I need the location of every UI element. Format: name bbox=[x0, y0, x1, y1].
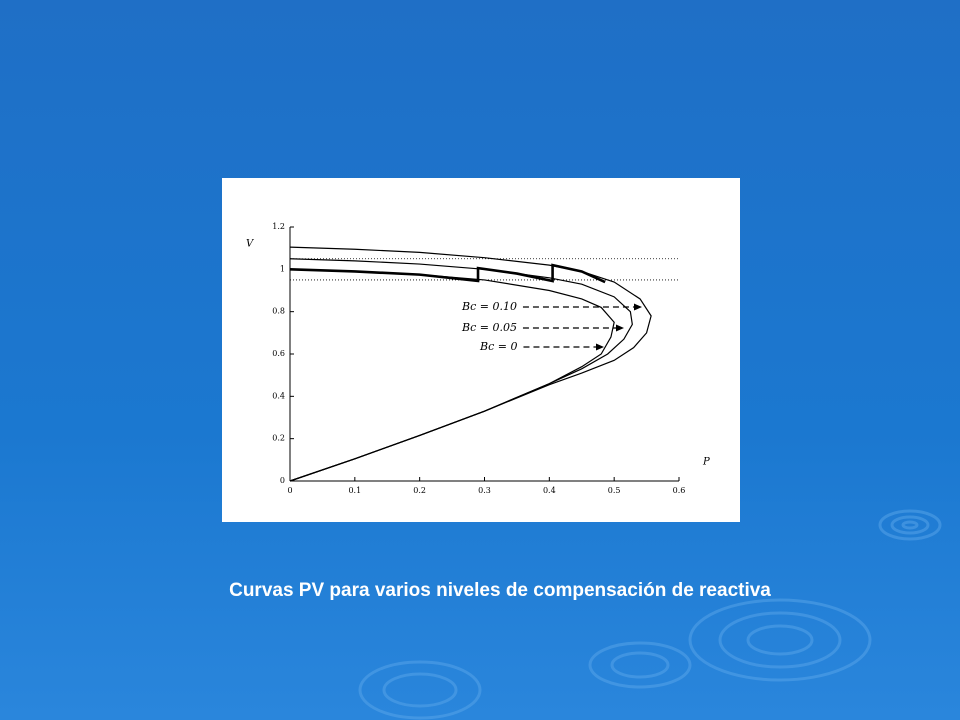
x-tick-label: 0.2 bbox=[413, 486, 426, 495]
caption: Curvas PV para varios niveles de compens… bbox=[229, 580, 771, 601]
x-tick-label: 0 bbox=[287, 486, 292, 495]
chart-background bbox=[222, 178, 740, 522]
arrow-head bbox=[596, 343, 604, 351]
y-tick-label: 0.6 bbox=[272, 349, 285, 358]
arrow-head bbox=[616, 324, 624, 332]
x-tick-label: 0.3 bbox=[478, 486, 491, 495]
y-tick-label: 0 bbox=[280, 476, 285, 485]
x-tick-label: 0.1 bbox=[348, 486, 361, 495]
x-tick-label: 0.4 bbox=[543, 486, 556, 495]
operating-path bbox=[289, 263, 606, 284]
y-tick-label: 0.8 bbox=[272, 307, 285, 316]
x-tick-label: 0.5 bbox=[608, 486, 621, 495]
y-axis-label: V bbox=[246, 239, 255, 250]
x-axis-label: P bbox=[702, 457, 710, 468]
series-label: Bc = 0 bbox=[479, 340, 517, 353]
y-tick-label: 0.4 bbox=[272, 391, 285, 400]
y-tick-label: 0.2 bbox=[272, 434, 285, 443]
x-tick-label: 0.6 bbox=[673, 486, 686, 495]
y-tick-label: 1 bbox=[280, 264, 285, 273]
series-label: Bc = 0.05 bbox=[461, 321, 517, 334]
y-tick-label: 1.2 bbox=[272, 222, 285, 231]
arrow-head bbox=[634, 303, 642, 311]
series-label: Bc = 0.10 bbox=[461, 300, 517, 313]
